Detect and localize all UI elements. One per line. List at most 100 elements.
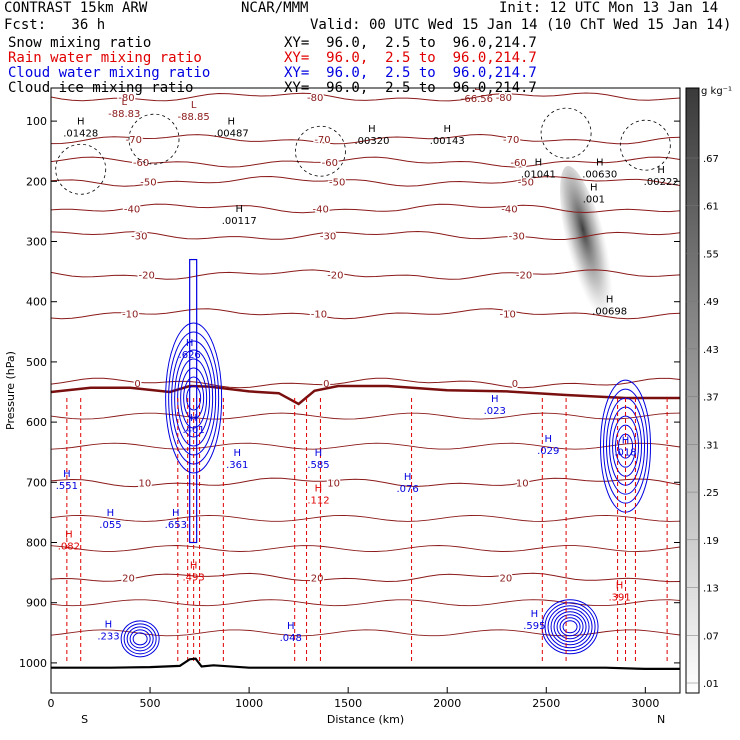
colorbar-label: .13 xyxy=(703,584,719,595)
field-snow-name: Snow mixing ratio xyxy=(8,35,152,51)
extremum-value: .055 xyxy=(99,520,121,531)
extremum-value: .023 xyxy=(484,406,506,417)
valid-time: Valid: 00 UTC Wed 15 Jan 14 (10 ChT Wed … xyxy=(310,17,732,33)
x-tick-label: 1500 xyxy=(334,697,362,710)
y-tick-label: 400 xyxy=(26,296,47,309)
colorbar-label: .67 xyxy=(703,154,719,165)
extremum-value: .551 xyxy=(56,481,78,492)
isotherm-line xyxy=(51,412,680,420)
plot-frame xyxy=(50,87,681,694)
y-tick-label: 300 xyxy=(26,236,47,249)
y-tick-label: 500 xyxy=(26,356,47,369)
extremum-letter: H xyxy=(544,434,552,445)
isotherm-label: 10 xyxy=(139,478,152,489)
extremum-letter: H xyxy=(233,448,241,459)
colorbar-label: .01 xyxy=(703,679,719,690)
isotherm-line xyxy=(51,545,680,552)
isotherm-label: -80 xyxy=(496,93,512,104)
isotherm-label: 10 xyxy=(327,478,340,489)
isotherm-label: -10 xyxy=(122,310,138,321)
y-tick-label: 100 xyxy=(26,115,47,128)
isotherm-label: -10 xyxy=(311,310,327,321)
extremum-value: .01428 xyxy=(63,128,98,139)
cloud-ice-contour xyxy=(128,113,180,165)
isotherm-label: -40 xyxy=(501,204,517,215)
colorbar-label: .19 xyxy=(703,536,719,547)
isotherm-label: 0 xyxy=(134,379,140,390)
extremum-letter: H xyxy=(107,508,115,519)
extremum-letter: H xyxy=(315,448,323,459)
colorbar-label: .49 xyxy=(703,297,719,308)
extremum-letter: H xyxy=(105,620,113,631)
colorbar-label: .07 xyxy=(703,631,719,642)
cloud-water-contour xyxy=(123,623,157,655)
isotherm-label: -20 xyxy=(327,271,343,282)
extremum-value: .00117 xyxy=(222,216,257,227)
isotherm-line xyxy=(51,477,680,488)
extremum-letter: H xyxy=(65,529,73,540)
colorbar-gradient xyxy=(685,87,700,694)
cloud-ice-contour xyxy=(540,107,592,159)
isotherm-line xyxy=(51,514,680,522)
extremum-value: .585 xyxy=(307,460,329,471)
y-axis-label: Pressure (hPa) xyxy=(4,351,17,430)
extremum-letter: H xyxy=(186,338,194,349)
extremum-value: .00630 xyxy=(582,169,617,180)
snow-shading xyxy=(560,165,620,348)
extremum-value: .595 xyxy=(523,621,545,632)
cloud-water-contour xyxy=(120,620,160,658)
cloud-water-contour xyxy=(186,385,202,411)
extremum-letter: H xyxy=(535,157,543,168)
cloud-water-contour xyxy=(553,611,587,643)
end-endpoint-label: N xyxy=(657,713,665,726)
extremum-letter: H xyxy=(368,124,376,135)
start-endpoint-label: S xyxy=(81,713,88,726)
isotherm-line xyxy=(51,133,680,145)
extremum-value: .082 xyxy=(58,541,80,552)
isotherm-label: 10 xyxy=(516,478,529,489)
y-tick-label: 700 xyxy=(26,476,47,489)
extremum-value: .361 xyxy=(226,460,248,471)
y-tick-label: 200 xyxy=(26,175,47,188)
isotherm-line xyxy=(51,599,680,607)
extremum-value: .112 xyxy=(307,496,329,507)
colorbar-label: .25 xyxy=(703,488,719,499)
isotherm-label: 20 xyxy=(122,573,135,584)
isotherm-label: 20 xyxy=(499,573,512,584)
extremum-value: .00698 xyxy=(592,307,627,318)
extremum-letter: H xyxy=(315,484,323,495)
isotherm-label: -50 xyxy=(329,177,345,188)
zero-isotherm xyxy=(51,384,680,406)
isotherm-line xyxy=(51,175,680,187)
extremum-value: .233 xyxy=(97,632,119,643)
extremum-value: .00487 xyxy=(214,128,249,139)
extremum-letter: H xyxy=(657,165,665,176)
extremum-letter: H xyxy=(404,472,412,483)
forecast-hour: Fcst: 36 h xyxy=(4,17,106,33)
isotherm-line xyxy=(51,269,680,280)
cloud-water-contour xyxy=(541,599,599,655)
isotherm-label: -60 xyxy=(510,158,526,169)
extremum-letter: L xyxy=(474,82,480,93)
cloud-ice-contour xyxy=(619,119,671,171)
isotherm-label: -50 xyxy=(140,177,156,188)
field-snow-xy: XY= 96.0, 2.5 to 96.0,214.7 xyxy=(284,35,537,51)
isotherm-label: -30 xyxy=(509,231,525,242)
y-tick-label: 1000 xyxy=(19,657,47,670)
cloud-ice-contour xyxy=(295,125,346,177)
cloud-water-contour xyxy=(165,322,223,474)
isotherm-label: -80 xyxy=(118,93,134,104)
cloud-water-contour xyxy=(556,614,584,640)
extremum-value: .391 xyxy=(608,592,630,603)
surface-line xyxy=(51,657,680,670)
isotherm-label: -40 xyxy=(313,204,329,215)
extremum-letter: H xyxy=(287,621,295,632)
colorbar: .67 .61 .55 .49 .43 .37 .31 .25 .19 .13 .07 .01 g kg… xyxy=(685,86,732,694)
extremum-letter: H xyxy=(172,508,180,519)
cloud-water-contour xyxy=(547,605,593,649)
colorbar-label: .31 xyxy=(703,440,719,451)
y-tick-label: 900 xyxy=(26,597,47,610)
extremum-value: -88.83 xyxy=(108,109,140,120)
extremum-letter: H xyxy=(531,609,539,620)
cloud-ice-contour xyxy=(55,143,107,195)
